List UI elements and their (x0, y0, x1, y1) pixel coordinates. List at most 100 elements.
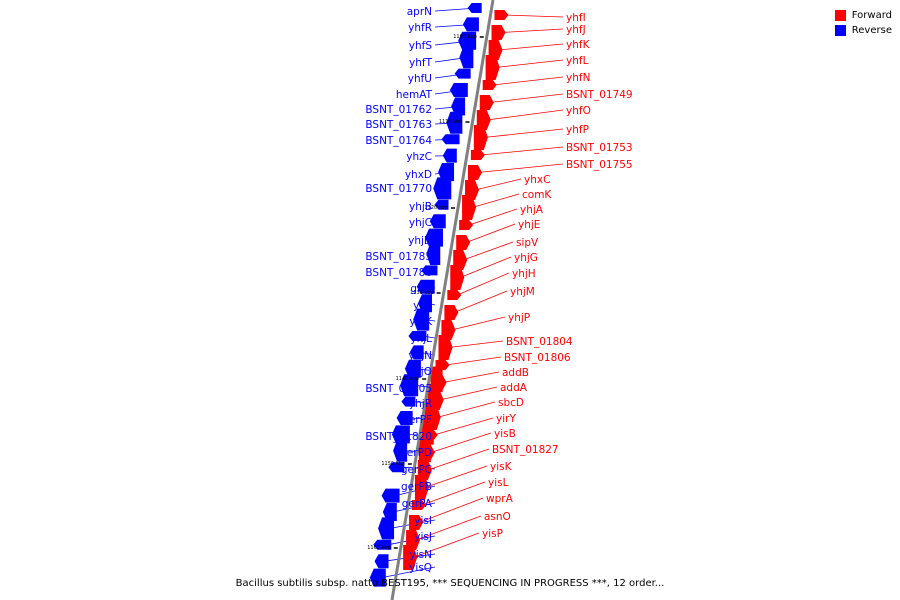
forward-leader-line (430, 432, 492, 453)
forward-leader-line (436, 401, 496, 418)
forward-gene-label: yirY (496, 413, 516, 425)
forward-leader-line (504, 14, 564, 18)
reverse-gene-label: aprN (407, 6, 432, 18)
reverse-gene-label: yhjR (409, 398, 432, 410)
reverse-gene-label: BSNT_01764 (365, 135, 432, 147)
forward-leader-line (427, 448, 490, 471)
forward-gene-arrow (482, 80, 497, 90)
reverse-gene-label: BSNT_01770 (365, 183, 432, 195)
forward-swatch (834, 10, 846, 21)
legend-label: Forward (851, 10, 892, 21)
forward-leader-line (418, 497, 484, 523)
reverse-gene-label: BSNT_01805 (365, 383, 432, 395)
forward-gene-label: yhjH (512, 268, 536, 280)
reverse-gene-label: gerPD (400, 447, 432, 459)
forward-gene-block (418, 436, 431, 463)
forward-gene-label: BSNT_01804 (506, 336, 573, 348)
forward-leader-line (448, 340, 504, 348)
forward-leader-line (445, 356, 502, 366)
forward-leader-line (498, 43, 564, 51)
reverse-gene-label: yhjD (408, 235, 432, 247)
forward-leader-line (460, 256, 512, 278)
forward-leader-line (486, 109, 564, 121)
forward-gene-label: comK (522, 189, 552, 201)
forward-gene-label: yhxC (524, 174, 550, 186)
forward-leader-line (415, 515, 482, 541)
reverse-gene-label: yhjB (409, 201, 432, 213)
reverse-gene-label: gerPC (401, 464, 432, 476)
forward-gene-arrow (491, 25, 506, 40)
tick-label: 1160 kbp (367, 545, 391, 551)
legend-item-forward: Forward (834, 8, 892, 23)
tick-label: 1130 kbp (410, 290, 434, 296)
forward-gene-label: yhfO (566, 105, 591, 117)
reverse-gene-label: yhjC (409, 217, 432, 229)
reverse-gene-label: yhfS (409, 40, 433, 52)
reverse-gene-arrow (416, 279, 435, 294)
reverse-gene-arrow (446, 111, 463, 134)
reverse-gene-arrow (454, 68, 471, 79)
forward-gene-label: yisL (488, 477, 509, 489)
reverse-gene-arrow (462, 17, 479, 32)
reverse-gene-arrow (404, 359, 421, 378)
reverse-gene-arrow (396, 411, 413, 425)
reverse-gene-label: gerPB (401, 481, 432, 493)
forward-leader-line (480, 146, 564, 156)
forward-gene-arrow (467, 165, 482, 180)
forward-leader-line (495, 59, 564, 68)
forward-leader-line (471, 193, 520, 208)
forward-gene-arrow (438, 335, 453, 360)
forward-gene-label: addB (502, 367, 529, 379)
forward-gene-arrow (414, 475, 429, 500)
forward-gene-label: yisP (482, 528, 503, 540)
forward-gene-label: yhfK (566, 39, 591, 51)
reverse-gene-label: yisN (410, 549, 432, 561)
reverse-gene-label: gerPF (402, 414, 432, 426)
reverse-gene-label: BSNT_01763 (365, 119, 432, 131)
forward-gene-arrow (403, 545, 418, 570)
forward-gene-arrow (456, 235, 471, 250)
reverse-gene-arrow (381, 488, 400, 503)
legend: Forward Reverse (834, 8, 892, 38)
legend-item-reverse: Reverse (834, 23, 892, 38)
forward-gene-label: yhjM (510, 286, 535, 298)
forward-leader-line (501, 28, 564, 33)
reverse-gene-label: yhjK (409, 316, 433, 328)
reverse-gene-label: yhzC (406, 151, 432, 163)
map-caption: Bacillus subtilis subsp. natto BEST195, … (235, 578, 665, 589)
forward-gene-label: asnO (484, 511, 511, 523)
forward-gene-label: yhfP (566, 124, 589, 136)
forward-leader-line (454, 290, 508, 313)
reverse-gene-label: glcP (410, 283, 432, 295)
reverse-swatch (834, 25, 846, 36)
reverse-gene-label: yhfT (409, 57, 433, 69)
forward-gene-label: yhfL (566, 55, 589, 67)
forward-gene-arrow (494, 10, 509, 20)
forward-gene-arrow (409, 515, 424, 530)
tick-label: 1110 kbp (439, 119, 463, 125)
forward-gene-label: yisB (494, 428, 516, 440)
reverse-gene-label: hemAT (396, 89, 433, 101)
forward-leader-line (466, 223, 516, 243)
reverse-gene-arrow (401, 396, 416, 407)
reverse-gene-arrow (434, 199, 449, 210)
reverse-gene-arrow (382, 503, 397, 521)
forward-leader-line (457, 272, 510, 296)
reverse-gene-arrow (442, 148, 457, 163)
reverse-gene-arrow (459, 46, 474, 69)
forward-leader-line (424, 465, 488, 488)
forward-gene-arrow (479, 95, 494, 110)
tick-label: 1150 kbp (381, 461, 405, 467)
reverse-gene-label: gerPA (402, 498, 433, 510)
forward-gene-label: yhjG (514, 252, 538, 264)
reverse-gene-arrow (438, 163, 455, 181)
forward-gene-label: BSNT_01827 (492, 444, 559, 456)
reverse-gene-label: BSNT_01820 (365, 431, 432, 443)
forward-gene-label: BSNT_01755 (566, 159, 633, 171)
reverse-gene-label: yhfU (408, 73, 432, 85)
reverse-gene-arrow (451, 97, 466, 116)
forward-leader-line (483, 128, 564, 138)
forward-gene-label: sbcD (498, 397, 524, 409)
forward-gene-label: BSNT_01749 (566, 89, 633, 101)
